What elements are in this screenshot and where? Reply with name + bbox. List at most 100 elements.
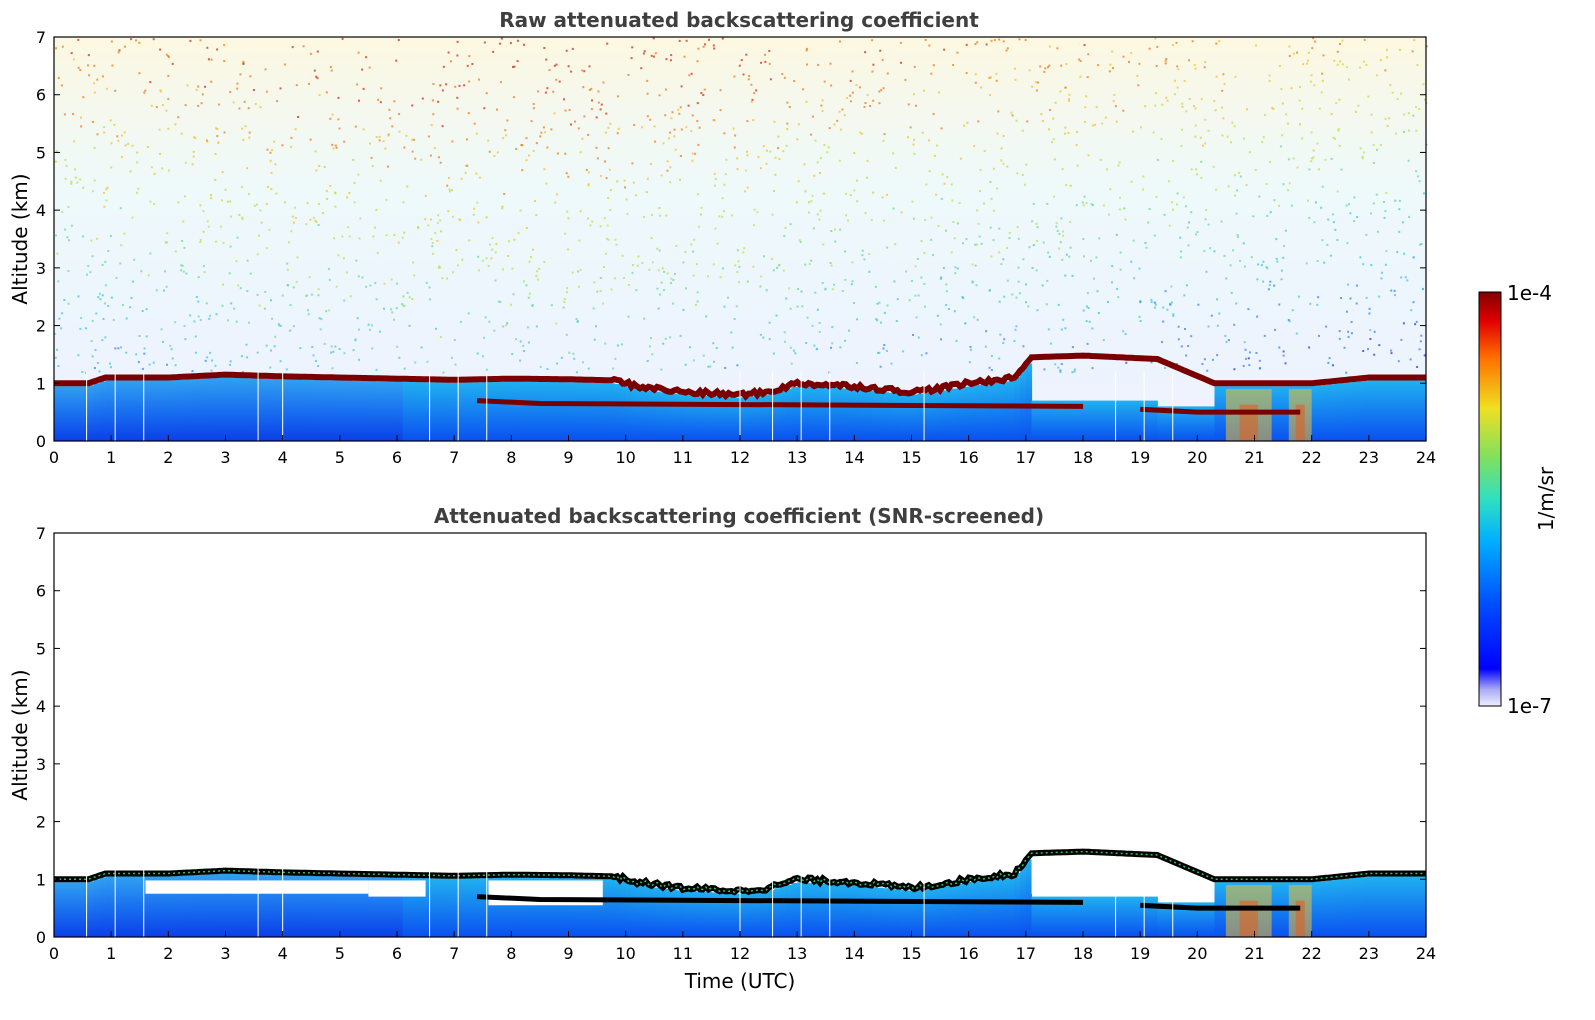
- aerosol-column: [179, 875, 187, 937]
- x-tick-label: 10: [615, 944, 635, 963]
- aerosol-column: [1008, 380, 1015, 441]
- aerosol-column: [1420, 876, 1427, 937]
- aerosol-column: [1048, 896, 1055, 937]
- noise-speck: [838, 110, 841, 113]
- noise-speck: [546, 146, 549, 149]
- aerosol-column: [265, 378, 272, 441]
- noise-speck: [1213, 100, 1216, 103]
- noise-speck: [890, 362, 893, 365]
- aerosol-column: [1340, 879, 1347, 937]
- aerosol-column: [597, 382, 604, 441]
- noise-speck: [670, 54, 673, 57]
- aerosol-column: [499, 381, 507, 441]
- noise-speck: [1037, 81, 1039, 84]
- aerosol-column: [322, 876, 329, 937]
- aerosol-column: [414, 382, 421, 441]
- aerosol-column: [888, 888, 895, 937]
- noise-speck: [735, 305, 738, 308]
- noise-speck: [184, 104, 187, 107]
- noise-speck: [94, 349, 97, 351]
- noise-speck: [660, 174, 663, 177]
- noise-speck: [1036, 226, 1039, 229]
- aerosol-column: [848, 388, 855, 441]
- noise-speck: [904, 78, 907, 81]
- noise-speck: [532, 103, 535, 105]
- noise-speck: [1328, 357, 1331, 360]
- aerosol-column: [1083, 400, 1090, 441]
- noise-speck: [165, 53, 168, 56]
- noise-speck: [114, 89, 117, 92]
- noise-speck: [1035, 89, 1038, 92]
- noise-speck: [880, 89, 883, 92]
- noise-speck: [370, 324, 373, 327]
- noise-speck: [1086, 342, 1089, 345]
- noise-speck: [581, 69, 584, 72]
- aerosol-column: [134, 380, 141, 441]
- noise-speck: [1367, 95, 1370, 98]
- noise-speck: [680, 128, 683, 131]
- noise-speck: [397, 241, 400, 244]
- noise-speck: [143, 91, 146, 94]
- noise-speck: [241, 185, 243, 188]
- noise-speck: [834, 228, 836, 231]
- noise-speck: [899, 41, 902, 44]
- noise-speck: [563, 300, 566, 303]
- aerosol-column: [174, 380, 181, 441]
- noise-speck: [93, 64, 96, 67]
- noise-speck: [295, 280, 298, 283]
- noise-speck: [109, 119, 112, 122]
- aerosol-column: [539, 381, 547, 441]
- noise-speck: [256, 293, 259, 296]
- noise-speck: [567, 175, 570, 178]
- noise-speck: [1376, 74, 1379, 77]
- noise-speck: [1333, 137, 1336, 140]
- x-tick-label: 14: [844, 944, 864, 963]
- aerosol-column: [1123, 400, 1130, 441]
- noise-speck: [1296, 51, 1299, 54]
- noise-speck: [764, 60, 767, 63]
- noise-speck: [1299, 86, 1301, 88]
- noise-speck: [624, 186, 626, 189]
- noise-speck: [753, 208, 756, 211]
- noise-speck: [1188, 221, 1191, 224]
- aerosol-column: [236, 873, 244, 937]
- noise-speck: [1363, 38, 1366, 41]
- noise-speck: [1207, 223, 1210, 226]
- noise-speck: [1255, 352, 1258, 354]
- noise-speck: [790, 362, 793, 365]
- noise-speck: [1145, 246, 1148, 249]
- aerosol-column: [791, 387, 798, 441]
- noise-speck: [653, 125, 656, 128]
- noise-speck: [484, 316, 487, 319]
- noise-speck: [789, 307, 792, 310]
- noise-speck: [421, 97, 424, 100]
- noise-speck: [398, 130, 401, 133]
- noise-speck: [1200, 176, 1203, 179]
- noise-speck: [1036, 309, 1039, 312]
- noise-speck: [1330, 113, 1333, 116]
- noise-speck: [703, 88, 706, 91]
- noise-speck: [460, 177, 463, 180]
- noise-speck: [878, 301, 881, 304]
- noise-speck: [988, 76, 991, 79]
- noise-speck: [759, 285, 762, 288]
- noise-speck: [1310, 74, 1313, 77]
- noise-speck: [246, 259, 249, 262]
- noise-speck: [365, 56, 368, 59]
- noise-speck: [319, 328, 322, 331]
- noise-speck: [1042, 241, 1045, 244]
- noise-speck: [240, 355, 243, 358]
- noise-speck: [513, 65, 516, 68]
- noise-speck: [1306, 59, 1309, 62]
- noise-speck: [977, 120, 980, 123]
- noise-speck: [657, 307, 660, 310]
- noise-speck: [1002, 162, 1005, 165]
- noise-speck: [1064, 327, 1067, 330]
- noise-speck: [247, 107, 250, 110]
- noise-speck: [1211, 358, 1214, 361]
- noise-speck: [1084, 106, 1087, 109]
- aerosol-column: [1323, 880, 1330, 937]
- aerosol-column: [1403, 876, 1410, 937]
- noise-speck: [1047, 251, 1050, 254]
